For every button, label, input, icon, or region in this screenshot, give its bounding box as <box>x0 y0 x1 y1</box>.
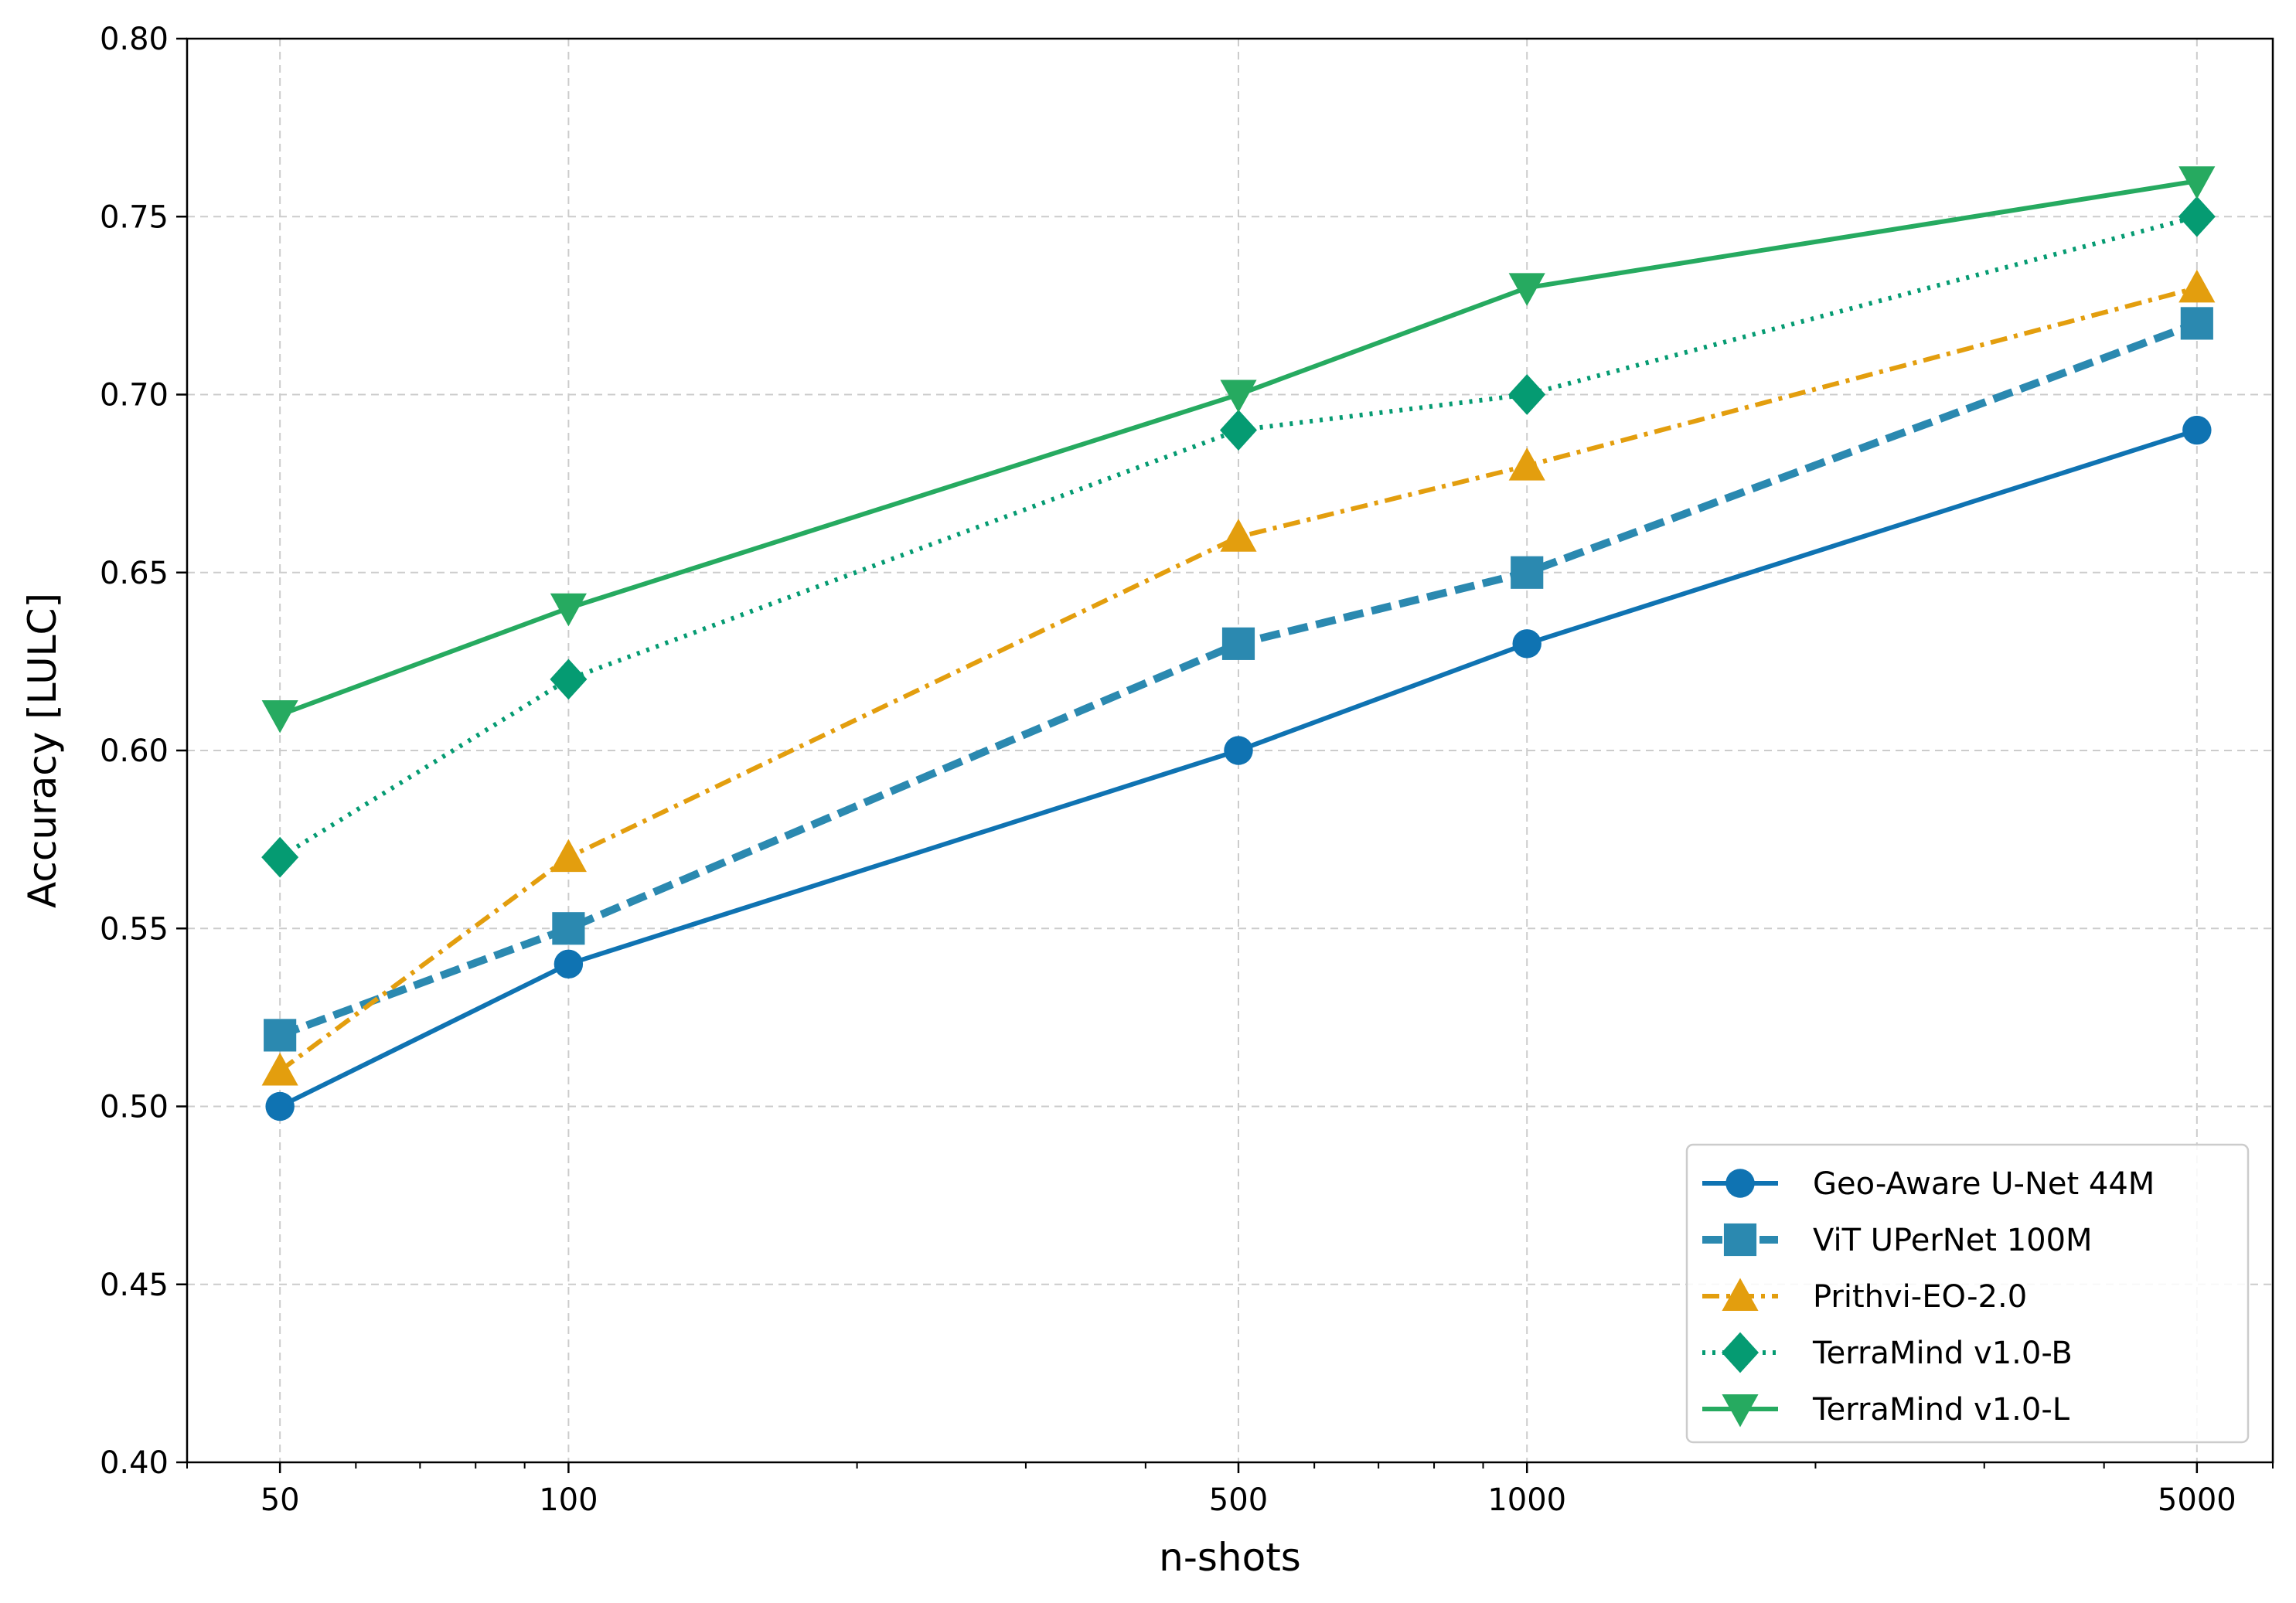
data-point <box>1508 273 1545 306</box>
legend-entry: ViT UPerNet 100M <box>1702 1223 2093 1258</box>
data-point <box>2178 269 2216 303</box>
series-geo-aware-u-net-44m <box>265 415 2212 1121</box>
x-tick-label: 500 <box>1209 1482 1268 1518</box>
data-point <box>1224 736 1253 765</box>
y-tick-label: 0.55 <box>100 911 169 947</box>
y-tick-label: 0.60 <box>100 733 169 769</box>
data-point <box>550 659 588 700</box>
data-point <box>2178 196 2216 237</box>
axes: 0.40 0.45 0.50 0.55 0.60 0.65 0.70 0.75 0.80 50 10… <box>100 22 2274 1518</box>
y-tick-label: 0.45 <box>100 1268 169 1303</box>
legend-marker <box>1722 1332 1759 1373</box>
legend-label: Prithvi-EO-2.0 <box>1813 1279 2027 1315</box>
legend-entry: Geo-Aware U-Net 44M <box>1702 1166 2155 1202</box>
y-tick-label: 0.70 <box>100 378 169 414</box>
series-terramind-v1-0-b <box>261 196 2216 878</box>
legend-label: TerraMind v1.0-B <box>1812 1336 2073 1371</box>
y-tick-label: 0.50 <box>100 1090 169 1125</box>
data-point <box>550 593 587 627</box>
data-point <box>1511 556 1544 589</box>
data-point <box>1508 374 1546 415</box>
x-tick-label: 5000 <box>2158 1482 2236 1518</box>
data-point <box>2182 415 2212 445</box>
data-point <box>554 949 584 979</box>
legend-label: TerraMind v1.0-L <box>1812 1392 2070 1428</box>
data-point <box>2178 166 2216 199</box>
x-axis-title: n-shots <box>1159 1535 1301 1580</box>
data-point <box>1220 519 1257 552</box>
y-tick-label: 0.75 <box>100 199 169 235</box>
y-tick-label: 0.40 <box>100 1445 169 1481</box>
series-terramind-v1-0-l <box>261 166 2216 733</box>
x-tick-label: 100 <box>539 1482 598 1518</box>
legend-box <box>1685 1143 2250 1444</box>
data-point <box>261 699 298 733</box>
y-axis-title: Accuracy [LULC] <box>20 593 65 908</box>
legend-marker <box>1722 1394 1759 1428</box>
legend: Geo-Aware U-Net 44M ViT UPerNet 100M Prith… <box>1685 1143 2250 1444</box>
data-point <box>1508 448 1545 481</box>
data-point <box>1512 629 1541 659</box>
y-tick-label: 0.65 <box>100 556 169 591</box>
legend-marker <box>1723 1223 1757 1257</box>
data-point <box>550 839 587 873</box>
x-tick-label: 1000 <box>1487 1482 1566 1518</box>
data-point <box>265 1091 295 1121</box>
legend-entry: Prithvi-EO-2.0 <box>1702 1278 2027 1315</box>
series-vit-upernet-100m <box>264 307 2213 1052</box>
data-point <box>1221 627 1255 660</box>
legend-marker <box>1725 1169 1755 1198</box>
series-prithvi-eo-2-0 <box>261 269 2216 1086</box>
y-tick-label: 0.80 <box>100 22 169 57</box>
data-point <box>1219 410 1257 451</box>
data-point <box>2180 307 2213 340</box>
legend-label: Geo-Aware U-Net 44M <box>1813 1166 2155 1202</box>
legend-marker <box>1722 1278 1759 1311</box>
data-point <box>261 1052 298 1086</box>
data-point <box>261 836 299 878</box>
data-point <box>264 1019 297 1052</box>
legend-entry: TerraMind v1.0-B <box>1702 1332 2073 1373</box>
data-point <box>1220 379 1257 414</box>
series-layer <box>261 166 2216 1121</box>
data-point <box>552 912 585 945</box>
legend-label: ViT UPerNet 100M <box>1813 1223 2093 1258</box>
x-tick-label: 50 <box>261 1482 300 1518</box>
legend-entry: TerraMind v1.0-L <box>1702 1392 2070 1428</box>
